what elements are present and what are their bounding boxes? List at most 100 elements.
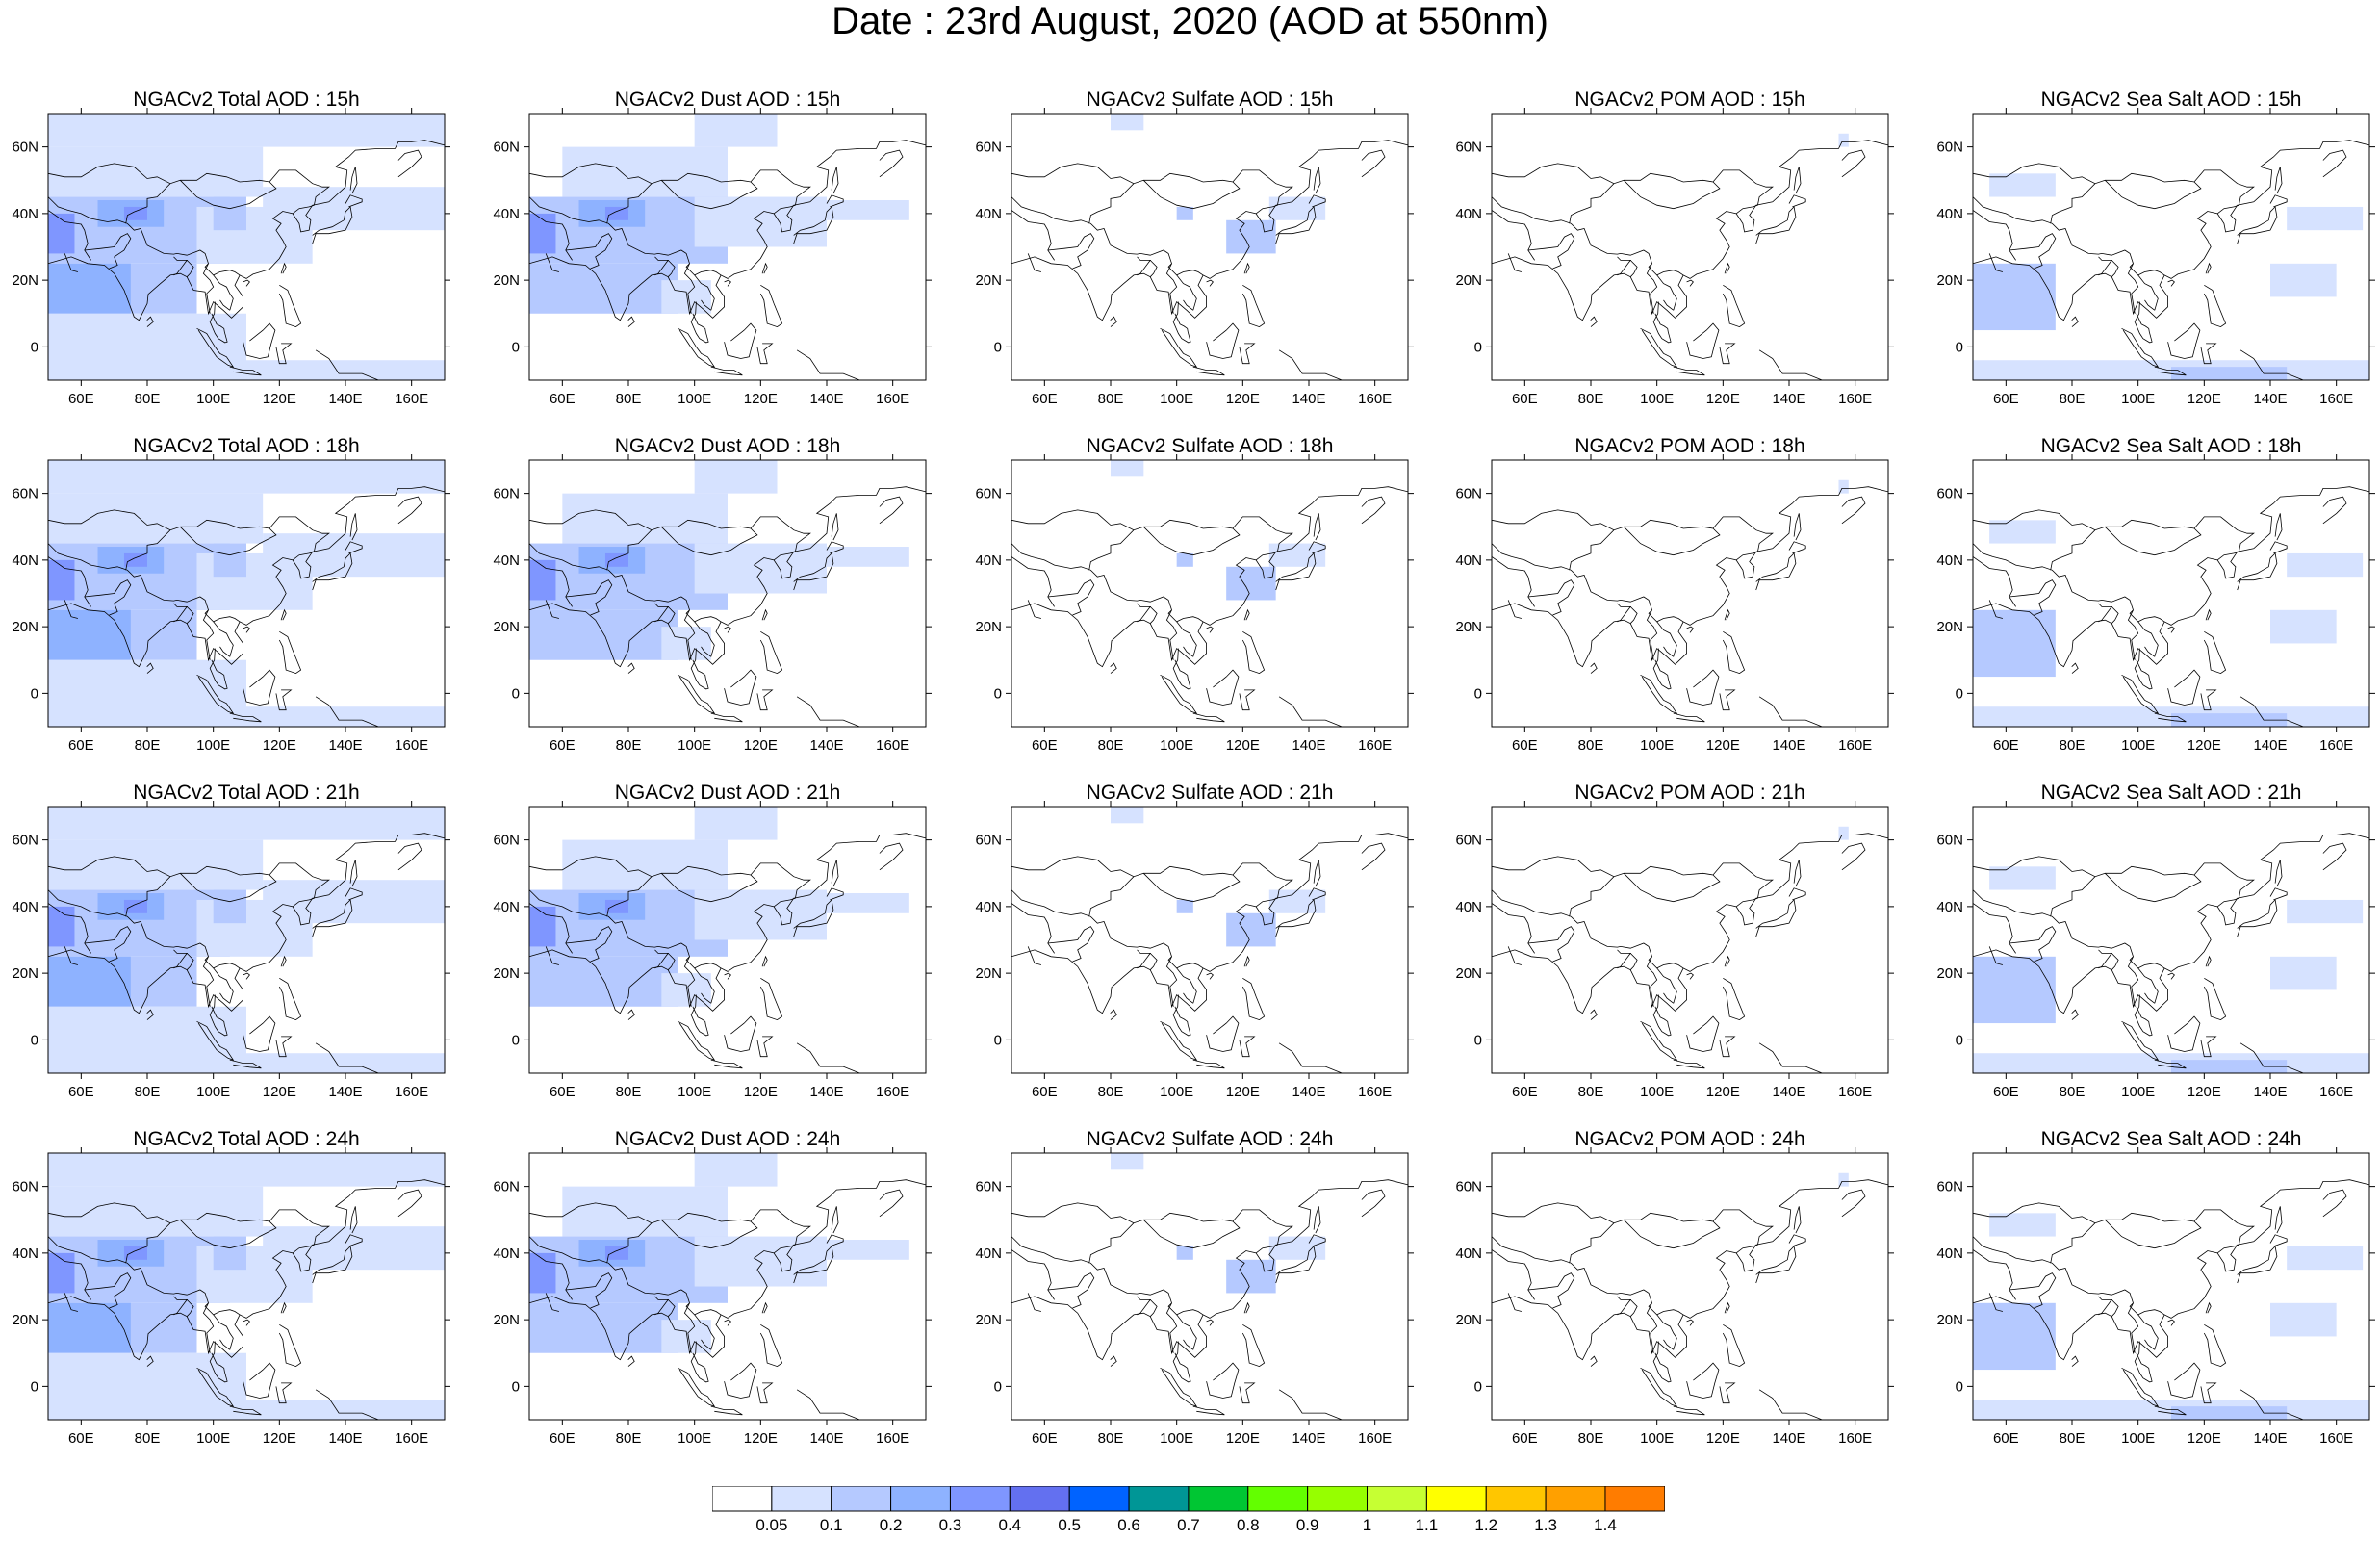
coastline <box>1722 1323 1746 1368</box>
colorbar-box <box>1604 1485 1666 1512</box>
country-border <box>213 967 234 1004</box>
colorbar-label: 0.05 <box>755 1516 787 1534</box>
coastline <box>146 1355 154 1367</box>
lon-tick-label: 140E <box>809 1430 843 1447</box>
map-panel: NGACv2 Sulfate AOD : 21h 60E 80E 100E 120E 14… <box>975 782 1445 1112</box>
map-panel: NGACv2 POM AOD : 21h 60E 80E 100E 120E 140E 16… <box>1455 782 1925 1112</box>
colorbar-label: 0.8 <box>1237 1516 1260 1534</box>
country-border <box>1137 949 1151 969</box>
country-border <box>2144 646 2156 657</box>
coastline <box>1686 1015 1720 1052</box>
lon-tick-label: 120E <box>263 1084 296 1100</box>
coastline <box>2121 674 2160 714</box>
coastline <box>826 887 844 901</box>
coastline <box>1278 696 1343 728</box>
map-frame <box>1491 459 1889 728</box>
coastline <box>1686 1319 1694 1326</box>
coastline <box>1841 149 1866 178</box>
country-border <box>47 889 241 969</box>
aod-patch <box>827 893 909 913</box>
coastline <box>243 626 250 633</box>
aod-patch <box>2171 1406 2288 1420</box>
lon-tick-label: 160E <box>1358 737 1392 754</box>
country-border <box>1491 1202 1774 1246</box>
coastline <box>826 194 844 208</box>
coastline <box>1192 1405 1225 1416</box>
coastline <box>1275 899 1317 937</box>
lat-tick-label: 20N <box>12 965 38 982</box>
lon-tick-label: 100E <box>1160 737 1193 754</box>
country-border <box>1507 1293 1523 1312</box>
coastline <box>1491 140 1889 321</box>
country-border <box>2098 603 2112 623</box>
map-background <box>1973 460 2369 727</box>
coastline <box>243 972 250 980</box>
map-plot: 60E 80E 100E 120E 140E 160E 0 20N 40N 60N <box>493 108 932 407</box>
map-background <box>1492 114 1888 380</box>
country-border <box>565 1272 613 1309</box>
lon-tick-label: 100E <box>678 391 711 407</box>
country-border <box>2144 1339 2156 1350</box>
coastline <box>275 1036 293 1058</box>
coastline <box>627 316 635 327</box>
country-border <box>125 529 171 571</box>
map-plot: 60E 80E 100E 120E 140E 160E 0 20N 40N 60N <box>975 454 1414 754</box>
lon-tick-label: 160E <box>2319 1084 2353 1100</box>
country-border <box>694 621 715 657</box>
colorbar-label: 0.6 <box>1117 1516 1140 1534</box>
coastline <box>724 1362 757 1399</box>
coastline <box>280 1301 287 1314</box>
coastline <box>2167 279 2175 287</box>
aod-patch <box>1111 460 1144 477</box>
aod-patch <box>694 460 778 494</box>
country-border <box>1149 1299 1158 1317</box>
aod-patch <box>694 1236 827 1287</box>
lon-tick-label: 120E <box>1706 737 1740 754</box>
country-border <box>202 1302 215 1353</box>
country-border <box>2127 956 2139 1007</box>
lon-tick-label: 100E <box>678 1430 711 1447</box>
colorbar-box <box>1545 1485 1606 1512</box>
lon-tick-label: 80E <box>2060 391 2086 407</box>
coastline <box>710 1405 743 1416</box>
map-panel: NGACv2 Total AOD : 18h 60E 80E 100E 120E 140E… <box>12 435 481 765</box>
panel-title: NGACv2 POM AOD : 21h <box>1574 782 1805 804</box>
coastline <box>1758 1042 1823 1074</box>
lat-tick-label: 60N <box>975 1179 1002 1195</box>
aod-patch <box>694 1153 778 1187</box>
colorbar-box <box>1128 1485 1190 1512</box>
coastline <box>1788 1234 1806 1247</box>
coastline <box>47 486 446 668</box>
coastline <box>1640 1020 1678 1061</box>
lat-tick-label: 60N <box>12 1179 38 1195</box>
map-background <box>1973 114 2369 380</box>
aod-patch <box>2287 899 2364 924</box>
coastline <box>1719 1382 1736 1404</box>
lat-tick-label: 0 <box>994 685 1002 702</box>
coastline <box>1686 669 1720 706</box>
country-border <box>213 1314 234 1350</box>
lat-tick-label: 60N <box>975 140 1002 156</box>
lon-tick-label: 100E <box>196 1430 230 1447</box>
aod-patch <box>827 200 909 220</box>
coastline <box>1793 860 1802 887</box>
country-border <box>2105 527 2202 556</box>
lon-tick-label: 120E <box>263 1430 296 1447</box>
coastline <box>1160 1020 1198 1061</box>
coastline <box>2237 899 2278 937</box>
aod-patch <box>123 899 147 913</box>
lon-tick-label: 160E <box>1838 391 1872 407</box>
coastline <box>2239 1389 2304 1421</box>
coastline <box>349 1206 358 1234</box>
country-border <box>292 551 315 561</box>
lon-tick-label: 160E <box>1838 737 1872 754</box>
map-plot: 60E 80E 100E 120E 140E 160E 0 20N 40N 60N <box>493 454 932 754</box>
colorbar-label: 1.1 <box>1416 1516 1439 1534</box>
colorbar-label: 0.3 <box>939 1516 962 1534</box>
coastline <box>1972 1179 2370 1361</box>
lat-tick-label: 40N <box>1936 1246 1963 1262</box>
country-border <box>1165 609 1178 660</box>
coastline <box>678 1020 716 1061</box>
lat-tick-label: 0 <box>1956 339 1963 355</box>
country-border <box>2050 529 2096 571</box>
